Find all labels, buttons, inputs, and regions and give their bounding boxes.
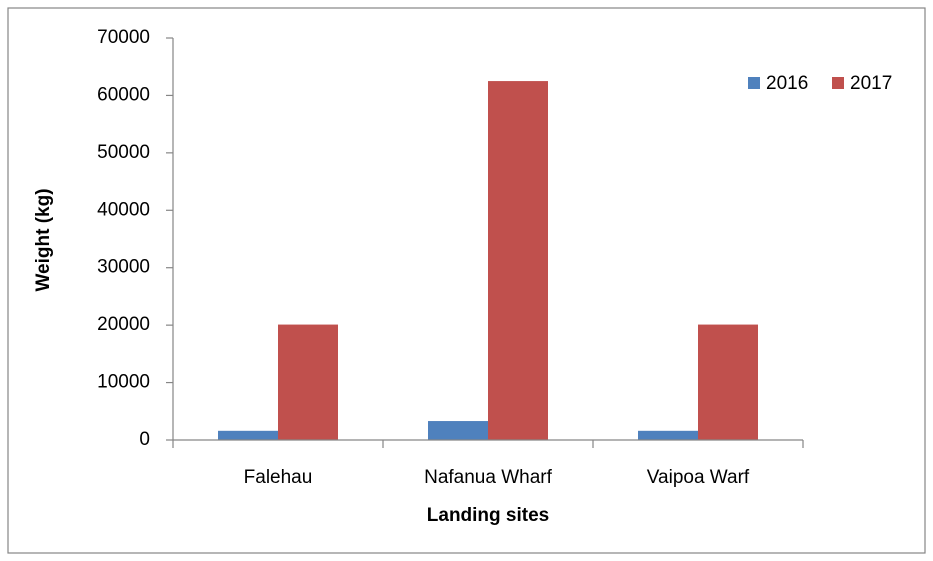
legend-swatch (748, 77, 760, 89)
x-tick-label: Vaipoa Warf (647, 467, 750, 488)
x-tick-label: Nafanua Wharf (424, 467, 553, 488)
y-tick-label: 0 (139, 429, 150, 450)
y-tick-label: 20000 (97, 314, 150, 335)
bar (218, 430, 278, 440)
legend-swatch (832, 77, 844, 89)
bar (278, 324, 338, 440)
y-tick-label: 70000 (97, 27, 150, 48)
legend-label: 2016 (766, 73, 808, 94)
y-tick-label: 60000 (97, 84, 150, 105)
chart-frame (7, 7, 926, 554)
bar (428, 421, 488, 440)
y-tick-label: 10000 (97, 372, 150, 393)
y-tick-label: 50000 (97, 142, 150, 163)
bar (488, 81, 548, 441)
y-tick-label: 30000 (97, 257, 150, 278)
bar (698, 324, 758, 440)
bar (638, 430, 698, 440)
x-tick-label: Falehau (244, 467, 313, 488)
legend-label: 2017 (850, 73, 892, 94)
y-axis-label: Weight (kg) (33, 188, 54, 291)
y-tick-label: 40000 (97, 199, 150, 220)
x-axis-label: Landing sites (427, 505, 549, 526)
